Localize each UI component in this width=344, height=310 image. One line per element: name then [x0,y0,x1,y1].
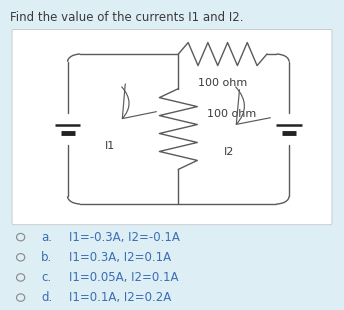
Text: I1=-0.3A, I2=-0.1A: I1=-0.3A, I2=-0.1A [69,231,180,244]
Text: d.: d. [41,291,53,304]
Text: 100 ohm: 100 ohm [198,78,247,88]
Text: a.: a. [41,231,52,244]
FancyArrowPatch shape [236,87,270,124]
Text: c.: c. [41,271,51,284]
Text: 100 ohm: 100 ohm [207,108,256,119]
Text: I2: I2 [224,147,234,157]
Text: I1=0.1A, I2=0.2A: I1=0.1A, I2=0.2A [69,291,171,304]
Text: b.: b. [41,251,53,264]
Text: Find the value of the currents I1 and I2.: Find the value of the currents I1 and I2… [10,11,244,24]
Text: I1=0.05A, I2=0.1A: I1=0.05A, I2=0.1A [69,271,178,284]
Text: I1: I1 [105,141,115,151]
FancyArrowPatch shape [122,84,157,119]
Text: I1=0.3A, I2=0.1A: I1=0.3A, I2=0.1A [69,251,171,264]
FancyBboxPatch shape [12,29,332,225]
